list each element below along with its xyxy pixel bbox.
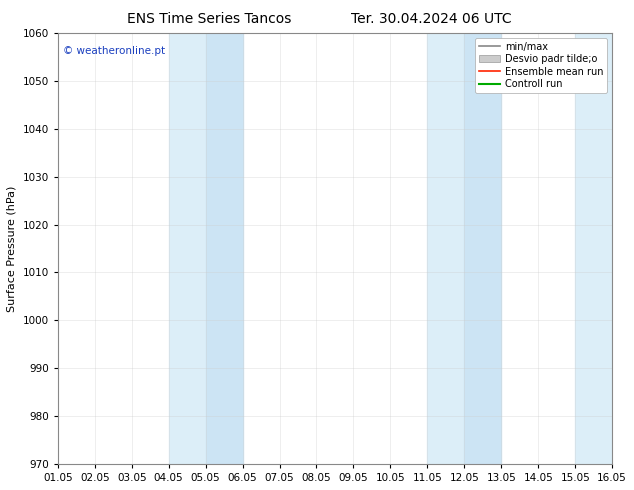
Text: ENS Time Series Tancos: ENS Time Series Tancos [127, 12, 292, 26]
Text: Ter. 30.04.2024 06 UTC: Ter. 30.04.2024 06 UTC [351, 12, 512, 26]
Text: © weatheronline.pt: © weatheronline.pt [63, 46, 165, 56]
Legend: min/max, Desvio padr tilde;o, Ensemble mean run, Controll run: min/max, Desvio padr tilde;o, Ensemble m… [475, 38, 607, 93]
Y-axis label: Surface Pressure (hPa): Surface Pressure (hPa) [7, 185, 17, 312]
Bar [575, 33, 612, 464]
Bar [427, 33, 464, 464]
Bar [464, 33, 501, 464]
Bar [169, 33, 205, 464]
Bar [205, 33, 243, 464]
